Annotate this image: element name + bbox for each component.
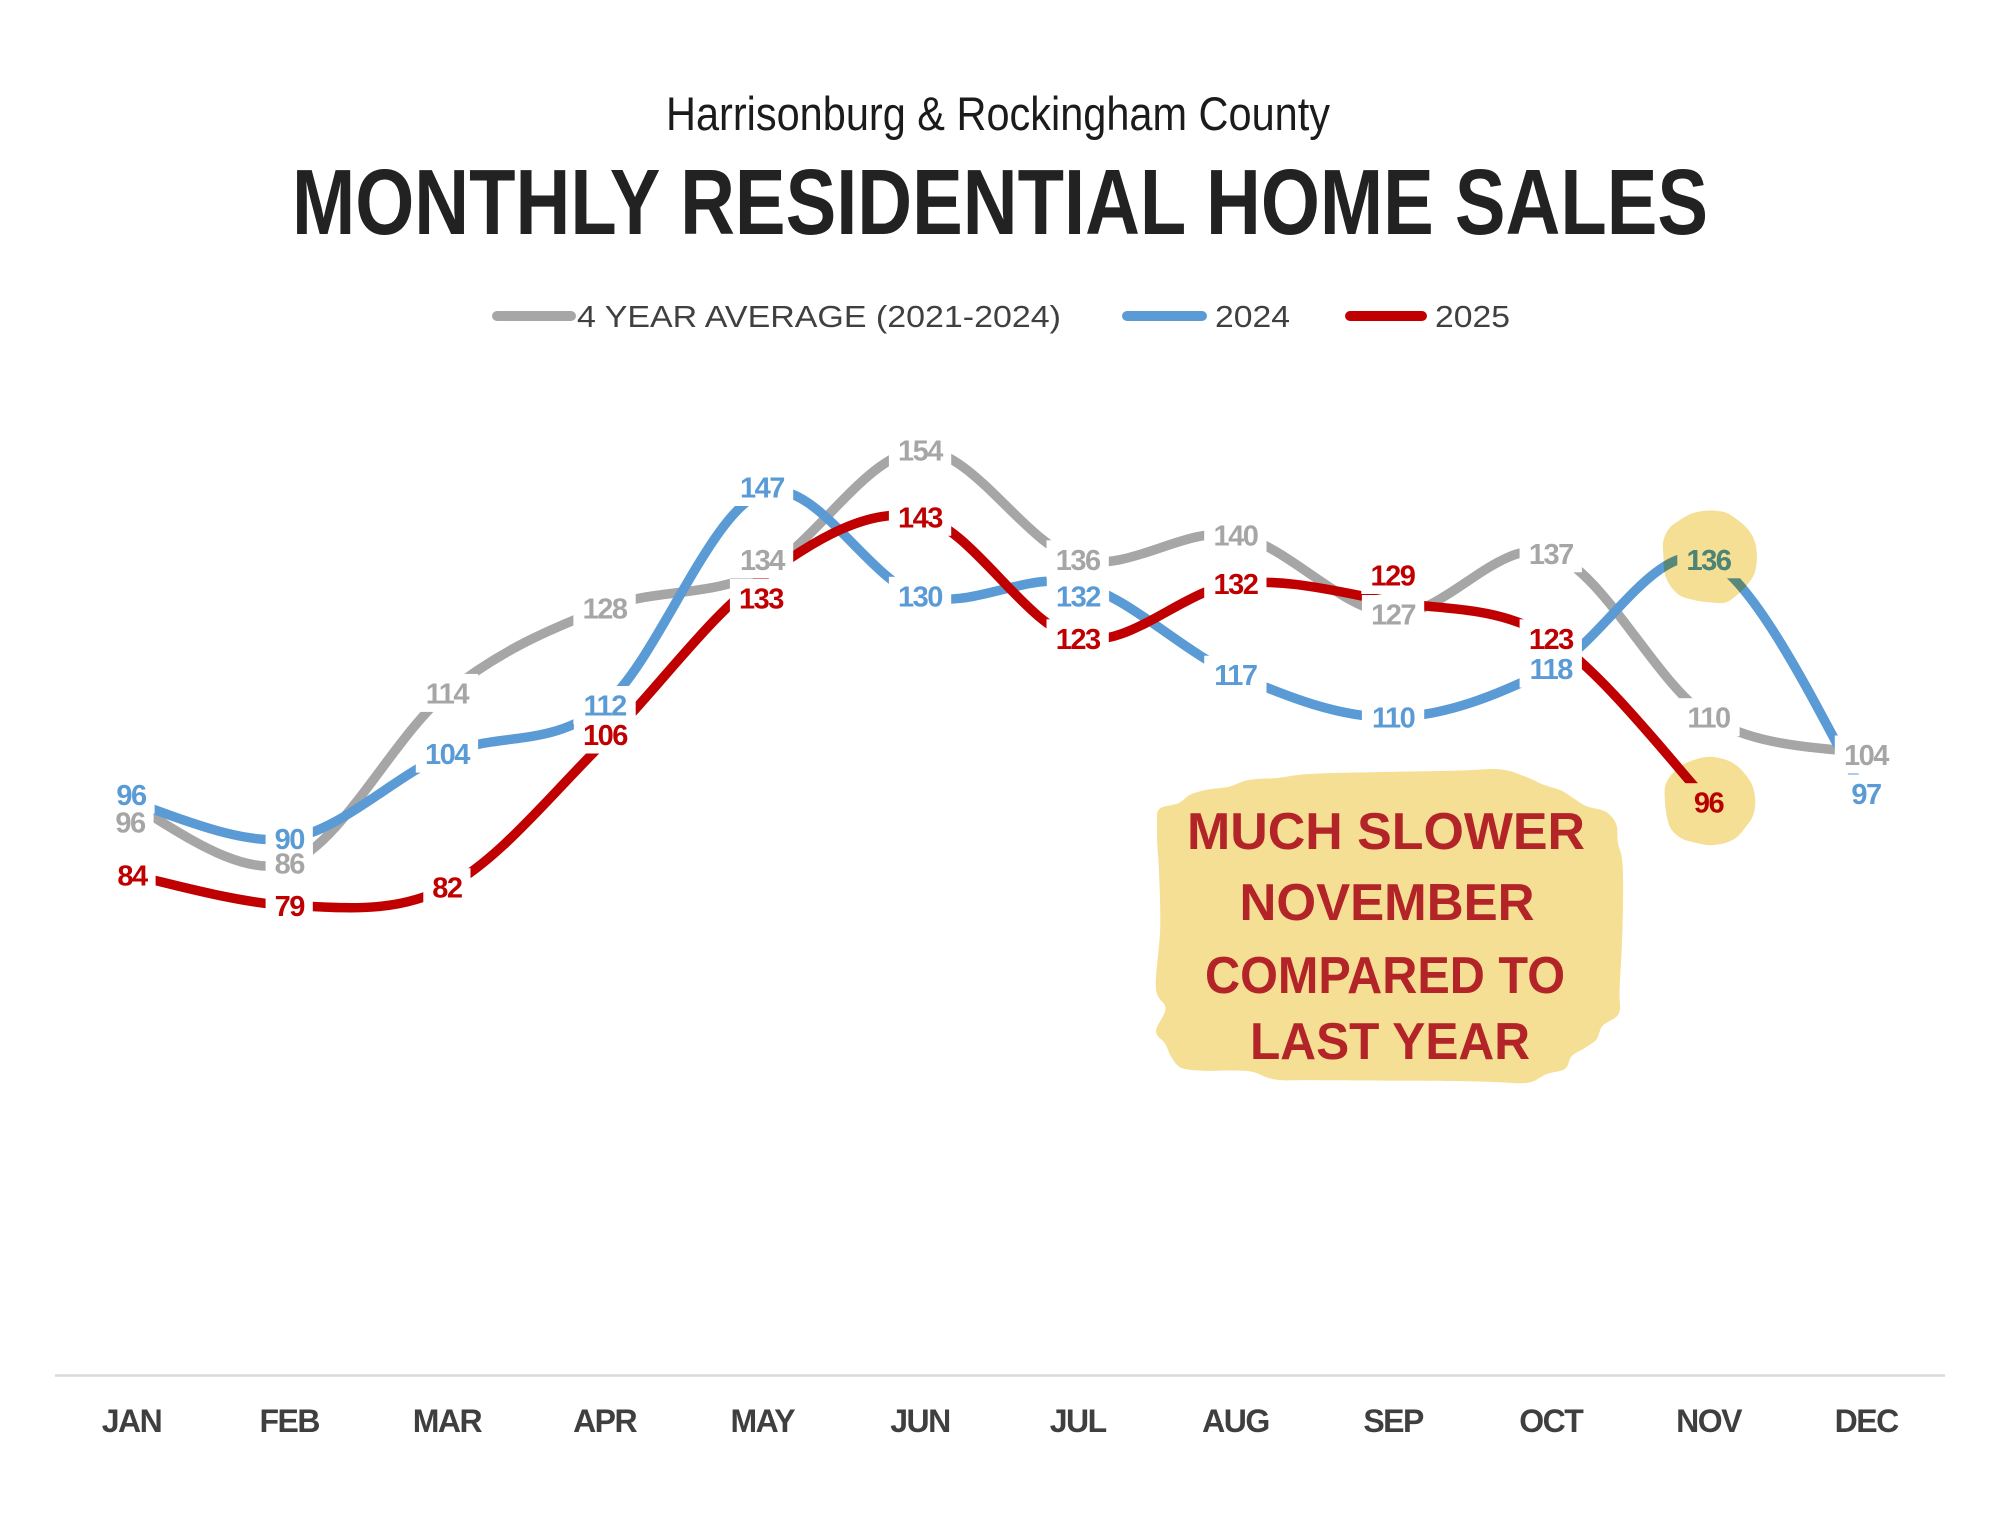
svg-text:136: 136 bbox=[1687, 545, 1732, 577]
svg-text:2024: 2024 bbox=[1215, 299, 1290, 334]
svg-text:NOV: NOV bbox=[1676, 1403, 1743, 1439]
svg-text:136: 136 bbox=[1056, 545, 1101, 577]
svg-text:2025: 2025 bbox=[1435, 299, 1510, 334]
svg-text:90: 90 bbox=[275, 824, 305, 856]
svg-text:140: 140 bbox=[1213, 521, 1257, 553]
svg-text:97: 97 bbox=[1851, 779, 1881, 811]
svg-text:SEP: SEP bbox=[1363, 1403, 1424, 1439]
svg-text:129: 129 bbox=[1371, 561, 1416, 593]
svg-text:104: 104 bbox=[1844, 740, 1889, 772]
svg-text:Harrisonburg & Rockingham Coun: Harrisonburg & Rockingham County bbox=[666, 87, 1330, 140]
svg-text:MAR: MAR bbox=[413, 1403, 483, 1439]
svg-text:133: 133 bbox=[739, 584, 784, 616]
svg-text:FEB: FEB bbox=[259, 1403, 319, 1439]
svg-text:123: 123 bbox=[1056, 624, 1101, 656]
svg-text:4 YEAR AVERAGE (2021-2024): 4 YEAR AVERAGE (2021-2024) bbox=[577, 299, 1061, 334]
svg-text:84: 84 bbox=[117, 861, 148, 893]
svg-text:137: 137 bbox=[1529, 539, 1573, 571]
svg-text:147: 147 bbox=[740, 473, 784, 505]
svg-text:JUL: JUL bbox=[1050, 1403, 1107, 1439]
svg-text:AUG: AUG bbox=[1202, 1403, 1269, 1439]
svg-text:DEC: DEC bbox=[1835, 1403, 1899, 1439]
svg-text:APR: APR bbox=[573, 1403, 637, 1439]
svg-text:118: 118 bbox=[1530, 654, 1574, 686]
svg-text:134: 134 bbox=[740, 545, 785, 577]
svg-text:154: 154 bbox=[898, 436, 943, 468]
svg-text:143: 143 bbox=[898, 502, 943, 534]
svg-text:96: 96 bbox=[116, 780, 147, 812]
svg-text:104: 104 bbox=[425, 739, 470, 771]
svg-text:MONTHLY RESIDENTIAL HOME SALES: MONTHLY RESIDENTIAL HOME SALES bbox=[292, 150, 1708, 254]
svg-text:132: 132 bbox=[1056, 582, 1100, 614]
svg-text:106: 106 bbox=[583, 720, 628, 752]
svg-text:128: 128 bbox=[583, 593, 628, 625]
svg-text:JAN: JAN bbox=[102, 1403, 162, 1439]
svg-text:132: 132 bbox=[1213, 569, 1257, 601]
svg-text:112: 112 bbox=[583, 691, 626, 723]
svg-text:114: 114 bbox=[426, 678, 470, 710]
svg-text:COMPARED TO: COMPARED TO bbox=[1205, 947, 1565, 1005]
svg-text:OCT: OCT bbox=[1519, 1403, 1584, 1439]
svg-text:LAST YEAR: LAST YEAR bbox=[1250, 1013, 1530, 1071]
svg-text:NOVEMBER: NOVEMBER bbox=[1240, 874, 1535, 932]
svg-text:96: 96 bbox=[115, 808, 146, 840]
svg-text:82: 82 bbox=[432, 873, 462, 905]
svg-text:MUCH SLOWER: MUCH SLOWER bbox=[1187, 803, 1585, 861]
svg-text:130: 130 bbox=[898, 581, 942, 613]
svg-text:110: 110 bbox=[1372, 703, 1415, 735]
svg-text:123: 123 bbox=[1529, 624, 1574, 656]
svg-text:JUN: JUN bbox=[890, 1403, 950, 1439]
svg-text:117: 117 bbox=[1214, 660, 1257, 692]
svg-text:79: 79 bbox=[275, 891, 306, 923]
svg-text:MAY: MAY bbox=[730, 1403, 795, 1439]
svg-text:110: 110 bbox=[1687, 703, 1730, 735]
svg-text:127: 127 bbox=[1371, 600, 1415, 632]
svg-text:86: 86 bbox=[275, 848, 306, 880]
